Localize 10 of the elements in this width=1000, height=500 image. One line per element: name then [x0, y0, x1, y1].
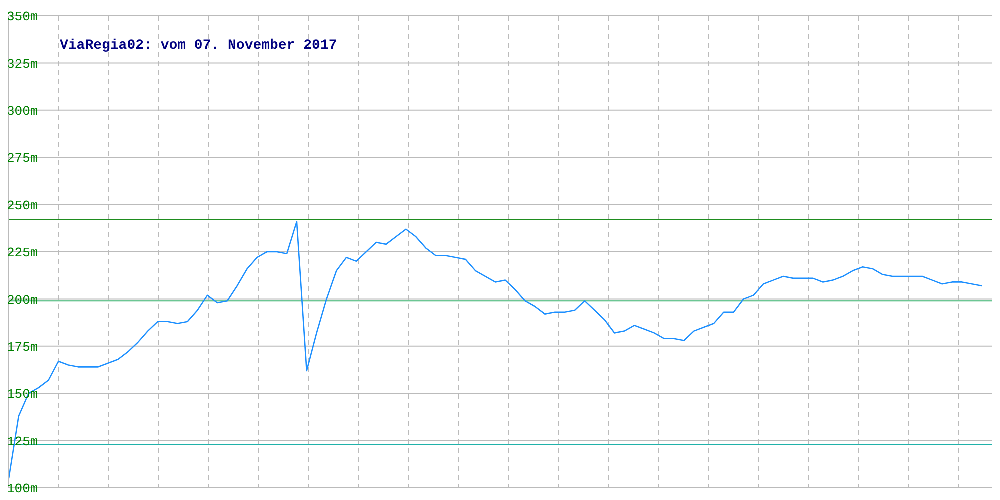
y-tick-label: 300m	[7, 104, 38, 119]
y-tick-label: 350m	[7, 10, 38, 25]
y-tick-label: 275m	[7, 151, 38, 166]
y-tick-label: 225m	[7, 246, 38, 261]
text: ViaRegia02: vom 07. November 2017	[60, 38, 338, 54]
y-tick-label: 100m	[7, 482, 38, 497]
y-tick-label: 175m	[7, 340, 38, 355]
line-series	[8, 221, 983, 480]
y-tick-label: 325m	[7, 56, 38, 72]
y-tick-label: 250m	[7, 198, 38, 214]
